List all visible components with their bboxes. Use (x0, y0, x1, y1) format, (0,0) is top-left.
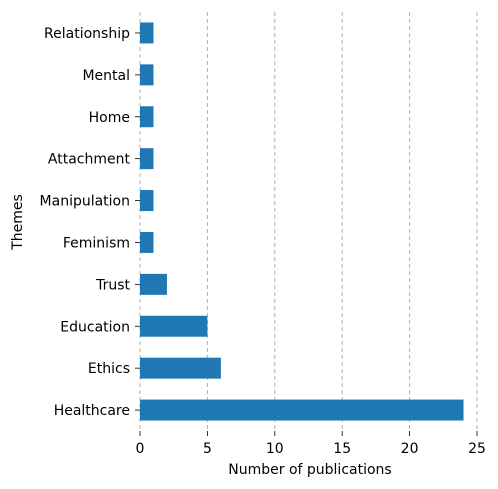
bar-attachment (140, 148, 154, 170)
bar-manipulation (140, 190, 154, 212)
x-tick-label: 15 (333, 441, 351, 457)
bars (140, 22, 464, 421)
bar-home (140, 106, 154, 128)
y-tick-label-mental: Mental (82, 68, 130, 84)
bar-trust (140, 273, 167, 295)
x-tick-label: 0 (136, 441, 145, 457)
y-tick-labels: Relationship Mental Home Attachment Manipula… (40, 26, 140, 419)
bar-healthcare (140, 399, 464, 421)
bar-relationship (140, 22, 154, 44)
y-tick-label-relationship: Relationship (44, 26, 130, 42)
bar-feminism (140, 231, 154, 253)
x-tick-label: 10 (266, 441, 284, 457)
x-tick-label: 20 (401, 441, 419, 457)
bar-education (140, 315, 208, 337)
y-axis-title: Themes (10, 194, 26, 251)
y-tick-label-healthcare: Healthcare (54, 403, 130, 419)
y-tick-label-trust: Trust (95, 277, 130, 293)
bar-ethics (140, 357, 221, 379)
y-tick-label-feminism: Feminism (63, 235, 130, 251)
y-tick-label-home: Home (89, 110, 130, 126)
x-tick-labels: 0 5 10 15 20 25 (136, 431, 486, 457)
y-tick-label-attachment: Attachment (48, 152, 131, 168)
y-tick-label-ethics: Ethics (88, 361, 130, 377)
y-tick-label-manipulation: Manipulation (40, 194, 130, 210)
y-tick-label-education: Education (60, 319, 130, 335)
x-tick-label: 5 (203, 441, 212, 457)
bar-mental (140, 64, 154, 86)
x-axis-title: Number of publications (228, 462, 391, 478)
x-tick-label: 25 (468, 441, 486, 457)
